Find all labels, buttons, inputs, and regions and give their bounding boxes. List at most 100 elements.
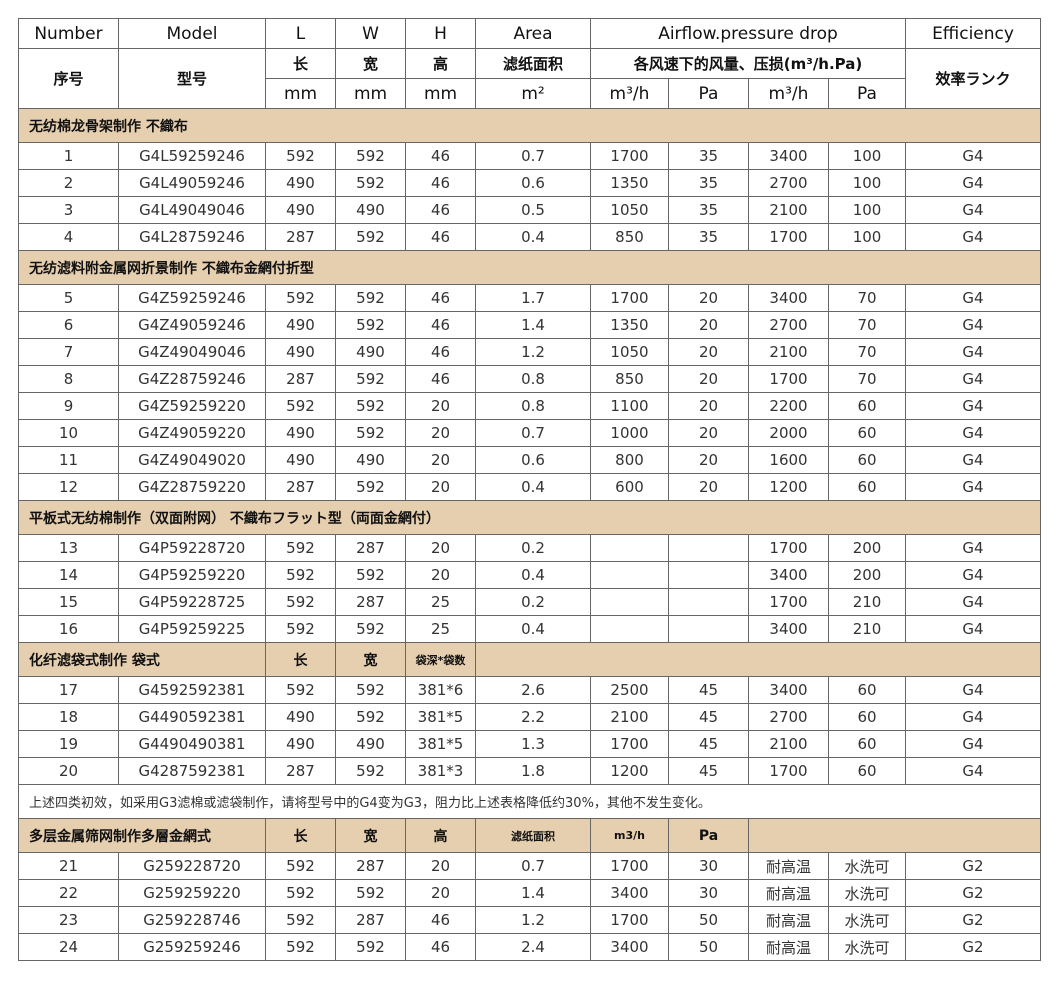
- table-cell: 592: [335, 933, 406, 961]
- table-cell: 70: [827, 311, 907, 339]
- table-cell: 287: [335, 906, 406, 934]
- table-cell: 45: [668, 703, 749, 731]
- table-cell: 592: [335, 703, 406, 731]
- header-efficiency-cn: 效率ランク: [905, 48, 1042, 109]
- table-cell: G4: [905, 284, 1042, 312]
- table-cell: 592: [335, 757, 406, 785]
- table-cell: 20: [668, 419, 749, 447]
- table-row: 23 G259228746 592 287 46 1.2 1700 50 耐高温 水洗可 G2: [18, 906, 1042, 934]
- note-text: 上述四类初效，如采用G3滤棉或滤袋制作，请将型号中的G4变为G3，阻力比上述表格…: [17, 784, 1042, 819]
- table-cell: 1700: [748, 757, 829, 785]
- table-cell: G4: [905, 142, 1042, 170]
- table-cell: 耐高温: [748, 906, 829, 934]
- table-cell: G4L28759246: [118, 223, 266, 251]
- table-cell: 1700: [748, 534, 829, 562]
- table-cell: G4P59259225: [118, 615, 266, 643]
- table-cell: 46: [405, 142, 476, 170]
- table-row: 2 G4L49059246 490 592 46 0.6 1350 35 2700 100 G4: [18, 169, 1042, 197]
- section-column-label: m3/h: [590, 818, 669, 853]
- table-cell: 2100: [748, 730, 829, 758]
- header-h: H: [405, 18, 476, 49]
- table-cell: 46: [405, 338, 476, 366]
- header-airflow-cn: 各风速下的风量、压损(m³/h.Pa): [589, 48, 907, 79]
- table-cell: 46: [405, 906, 476, 934]
- table-cell: 1050: [590, 196, 669, 224]
- table-cell: G2: [905, 852, 1042, 880]
- table-cell: 10: [18, 419, 119, 447]
- table-cell: 46: [405, 284, 476, 312]
- table-cell: 490: [265, 311, 336, 339]
- header-w-cn: 宽: [335, 48, 406, 79]
- table-cell: 1700: [590, 852, 669, 880]
- table-cell: G4: [905, 473, 1042, 501]
- table-cell: 210: [827, 588, 907, 616]
- table-cell: [668, 615, 749, 643]
- table-cell: G4: [905, 561, 1042, 589]
- table-cell: 592: [335, 392, 406, 420]
- table-cell: G2: [905, 906, 1042, 934]
- table-cell: G4: [905, 419, 1042, 447]
- header-airflow: Airflow.pressure drop: [589, 18, 907, 49]
- table-row: 11 G4Z49049020 490 490 20 0.6 800 20 1600 60 G4: [18, 446, 1042, 474]
- table-cell: 22: [18, 879, 119, 907]
- table-cell: 8: [18, 365, 119, 393]
- header-model: Model: [118, 18, 266, 49]
- table-cell: [668, 588, 749, 616]
- table-cell: 70: [827, 338, 907, 366]
- table-row: 8 G4Z28759246 287 592 46 0.8 850 20 1700 70 G4: [18, 365, 1042, 393]
- table-cell: 13: [18, 534, 119, 562]
- table-cell: G4: [905, 676, 1042, 704]
- table-cell: 592: [335, 615, 406, 643]
- table-cell: 70: [827, 365, 907, 393]
- table-cell: 20: [668, 284, 749, 312]
- table-cell: 490: [265, 446, 336, 474]
- table-cell: 水洗可: [827, 933, 907, 961]
- table-cell: 46: [405, 196, 476, 224]
- table-cell: 30: [668, 879, 749, 907]
- table-cell: 592: [335, 473, 406, 501]
- table-cell: 46: [405, 311, 476, 339]
- section-title: 化纤滤袋式制作 袋式: [18, 642, 266, 677]
- table-cell: 592: [265, 588, 336, 616]
- table-row: 1 G4L59259246 592 592 46 0.7 1700 35 3400 100 G4: [18, 142, 1042, 170]
- section-filler: [474, 642, 1042, 677]
- table-cell: 1200: [590, 757, 669, 785]
- unit-w: mm: [335, 78, 406, 109]
- table-cell: [668, 561, 749, 589]
- table-cell: 3400: [748, 615, 829, 643]
- table-cell: G4L49049046: [118, 196, 266, 224]
- table-cell: G4Z28759220: [118, 473, 266, 501]
- unit-airflow-2: m³/h: [748, 78, 829, 109]
- table-cell: 21: [18, 852, 119, 880]
- header-efficiency: Efficiency: [905, 18, 1042, 49]
- table-cell: 850: [590, 365, 669, 393]
- table-cell: 592: [335, 284, 406, 312]
- section-column-label: Pa: [668, 818, 749, 853]
- section-column-label: 滤纸面积: [475, 818, 591, 853]
- table-cell: 0.2: [475, 534, 591, 562]
- table-cell: G4: [905, 338, 1042, 366]
- table-cell: 20: [668, 446, 749, 474]
- section-title: 平板式无纺棉制作（双面附网） 不織布フラット型（両面金網付）: [17, 500, 1042, 535]
- table-cell: 800: [590, 446, 669, 474]
- table-cell: 11: [18, 446, 119, 474]
- table-cell: 287: [335, 852, 406, 880]
- table-cell: 1.7: [475, 284, 591, 312]
- table-cell: 100: [827, 223, 907, 251]
- section-column-label: 长: [265, 818, 336, 853]
- table-cell: 3400: [748, 284, 829, 312]
- table-cell: 3400: [748, 142, 829, 170]
- table-cell: 46: [405, 223, 476, 251]
- table-cell: G4: [905, 169, 1042, 197]
- table-row: 14 G4P59259220 592 592 20 0.4 3400 200 G4: [18, 561, 1042, 589]
- table-cell: G259259220: [118, 879, 266, 907]
- table-cell: 60: [827, 730, 907, 758]
- table-cell: 3400: [748, 561, 829, 589]
- table-cell: 20: [668, 365, 749, 393]
- table-cell: G4L59259246: [118, 142, 266, 170]
- table-cell: 210: [827, 615, 907, 643]
- header-l-cn: 长: [265, 48, 336, 79]
- table-cell: G4: [905, 588, 1042, 616]
- table-cell: 耐高温: [748, 879, 829, 907]
- table-cell: G259228746: [118, 906, 266, 934]
